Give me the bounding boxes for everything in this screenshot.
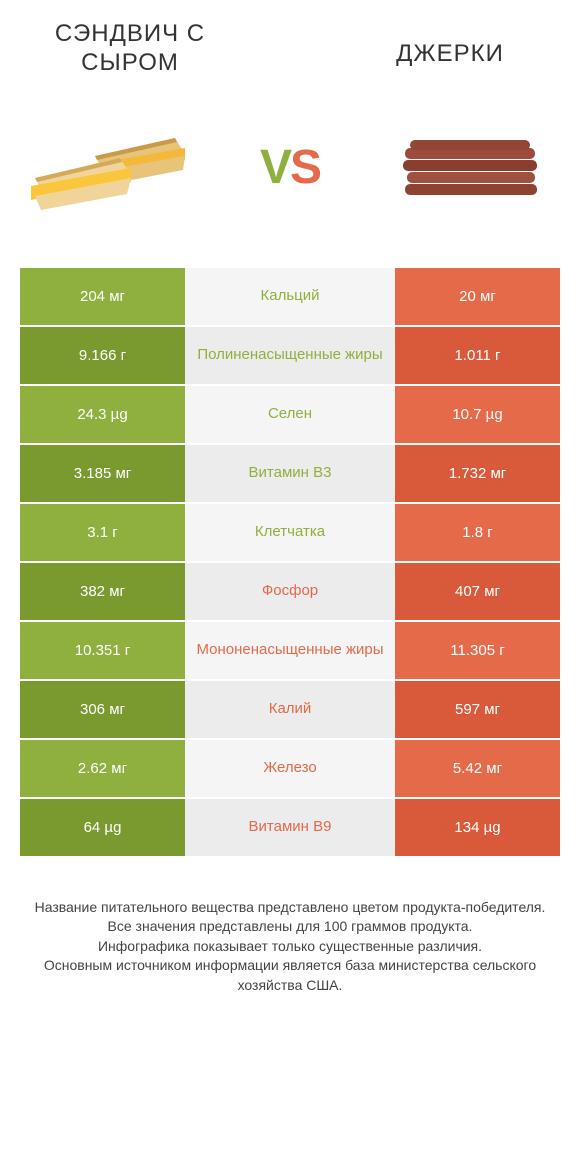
cell-right-value: 407 мг [395, 563, 560, 620]
title-right: ДЖЕРКИ [350, 20, 550, 78]
cell-nutrient-label: Витамин B9 [185, 799, 395, 856]
cell-left-value: 64 µg [20, 799, 185, 856]
table-row: 3.1 гКлетчатка1.8 г [20, 504, 560, 561]
table-row: 306 мгКалий597 мг [20, 681, 560, 738]
table-row: 382 мгФосфор407 мг [20, 563, 560, 620]
sandwich-image [20, 108, 200, 228]
cell-left-value: 10.351 г [20, 622, 185, 679]
vs-label: VS [260, 140, 320, 195]
cell-nutrient-label: Клетчатка [185, 504, 395, 561]
cell-nutrient-label: Калий [185, 681, 395, 738]
cell-left-value: 2.62 мг [20, 740, 185, 797]
cell-right-value: 1.011 г [395, 327, 560, 384]
cell-right-value: 1.8 г [395, 504, 560, 561]
cell-nutrient-label: Кальций [185, 268, 395, 325]
table-row: 9.166 гПолиненасыщенные жиры1.011 г [20, 327, 560, 384]
cell-left-value: 3.1 г [20, 504, 185, 561]
cell-nutrient-label: Фосфор [185, 563, 395, 620]
cell-nutrient-label: Витамин B3 [185, 445, 395, 502]
cell-left-value: 24.3 µg [20, 386, 185, 443]
cell-left-value: 382 мг [20, 563, 185, 620]
cell-right-value: 11.305 г [395, 622, 560, 679]
header: СЭНДВИЧ С СЫРОМ ДЖЕРКИ [0, 0, 580, 78]
table-row: 24.3 µgСелен10.7 µg [20, 386, 560, 443]
title-left: СЭНДВИЧ С СЫРОМ [30, 20, 230, 78]
cell-nutrient-label: Полиненасыщенные жиры [185, 327, 395, 384]
cell-left-value: 3.185 мг [20, 445, 185, 502]
footer-line: Название питательного вещества представл… [30, 898, 550, 918]
table-row: 204 мгКальций20 мг [20, 268, 560, 325]
cell-nutrient-label: Железо [185, 740, 395, 797]
cell-nutrient-label: Селен [185, 386, 395, 443]
cell-left-value: 9.166 г [20, 327, 185, 384]
cell-nutrient-label: Мононенасыщенные жиры [185, 622, 395, 679]
jerky-image [380, 108, 560, 228]
footer-line: Основным источником информации является … [30, 956, 550, 995]
vs-row: VS [0, 78, 580, 268]
table-row: 10.351 гМононенасыщенные жиры11.305 г [20, 622, 560, 679]
cell-right-value: 10.7 µg [395, 386, 560, 443]
comparison-table: 204 мгКальций20 мг9.166 гПолиненасыщенны… [0, 268, 580, 856]
cell-right-value: 597 мг [395, 681, 560, 738]
table-row: 2.62 мгЖелезо5.42 мг [20, 740, 560, 797]
table-row: 3.185 мгВитамин B31.732 мг [20, 445, 560, 502]
cell-left-value: 204 мг [20, 268, 185, 325]
table-row: 64 µgВитамин B9134 µg [20, 799, 560, 856]
footer-line: Инфографика показывает только существенн… [30, 937, 550, 957]
footer-line: Все значения представлены для 100 граммо… [30, 917, 550, 937]
footer: Название питательного вещества представл… [0, 858, 580, 996]
cell-left-value: 306 мг [20, 681, 185, 738]
cell-right-value: 1.732 мг [395, 445, 560, 502]
cell-right-value: 134 µg [395, 799, 560, 856]
cell-right-value: 20 мг [395, 268, 560, 325]
cell-right-value: 5.42 мг [395, 740, 560, 797]
